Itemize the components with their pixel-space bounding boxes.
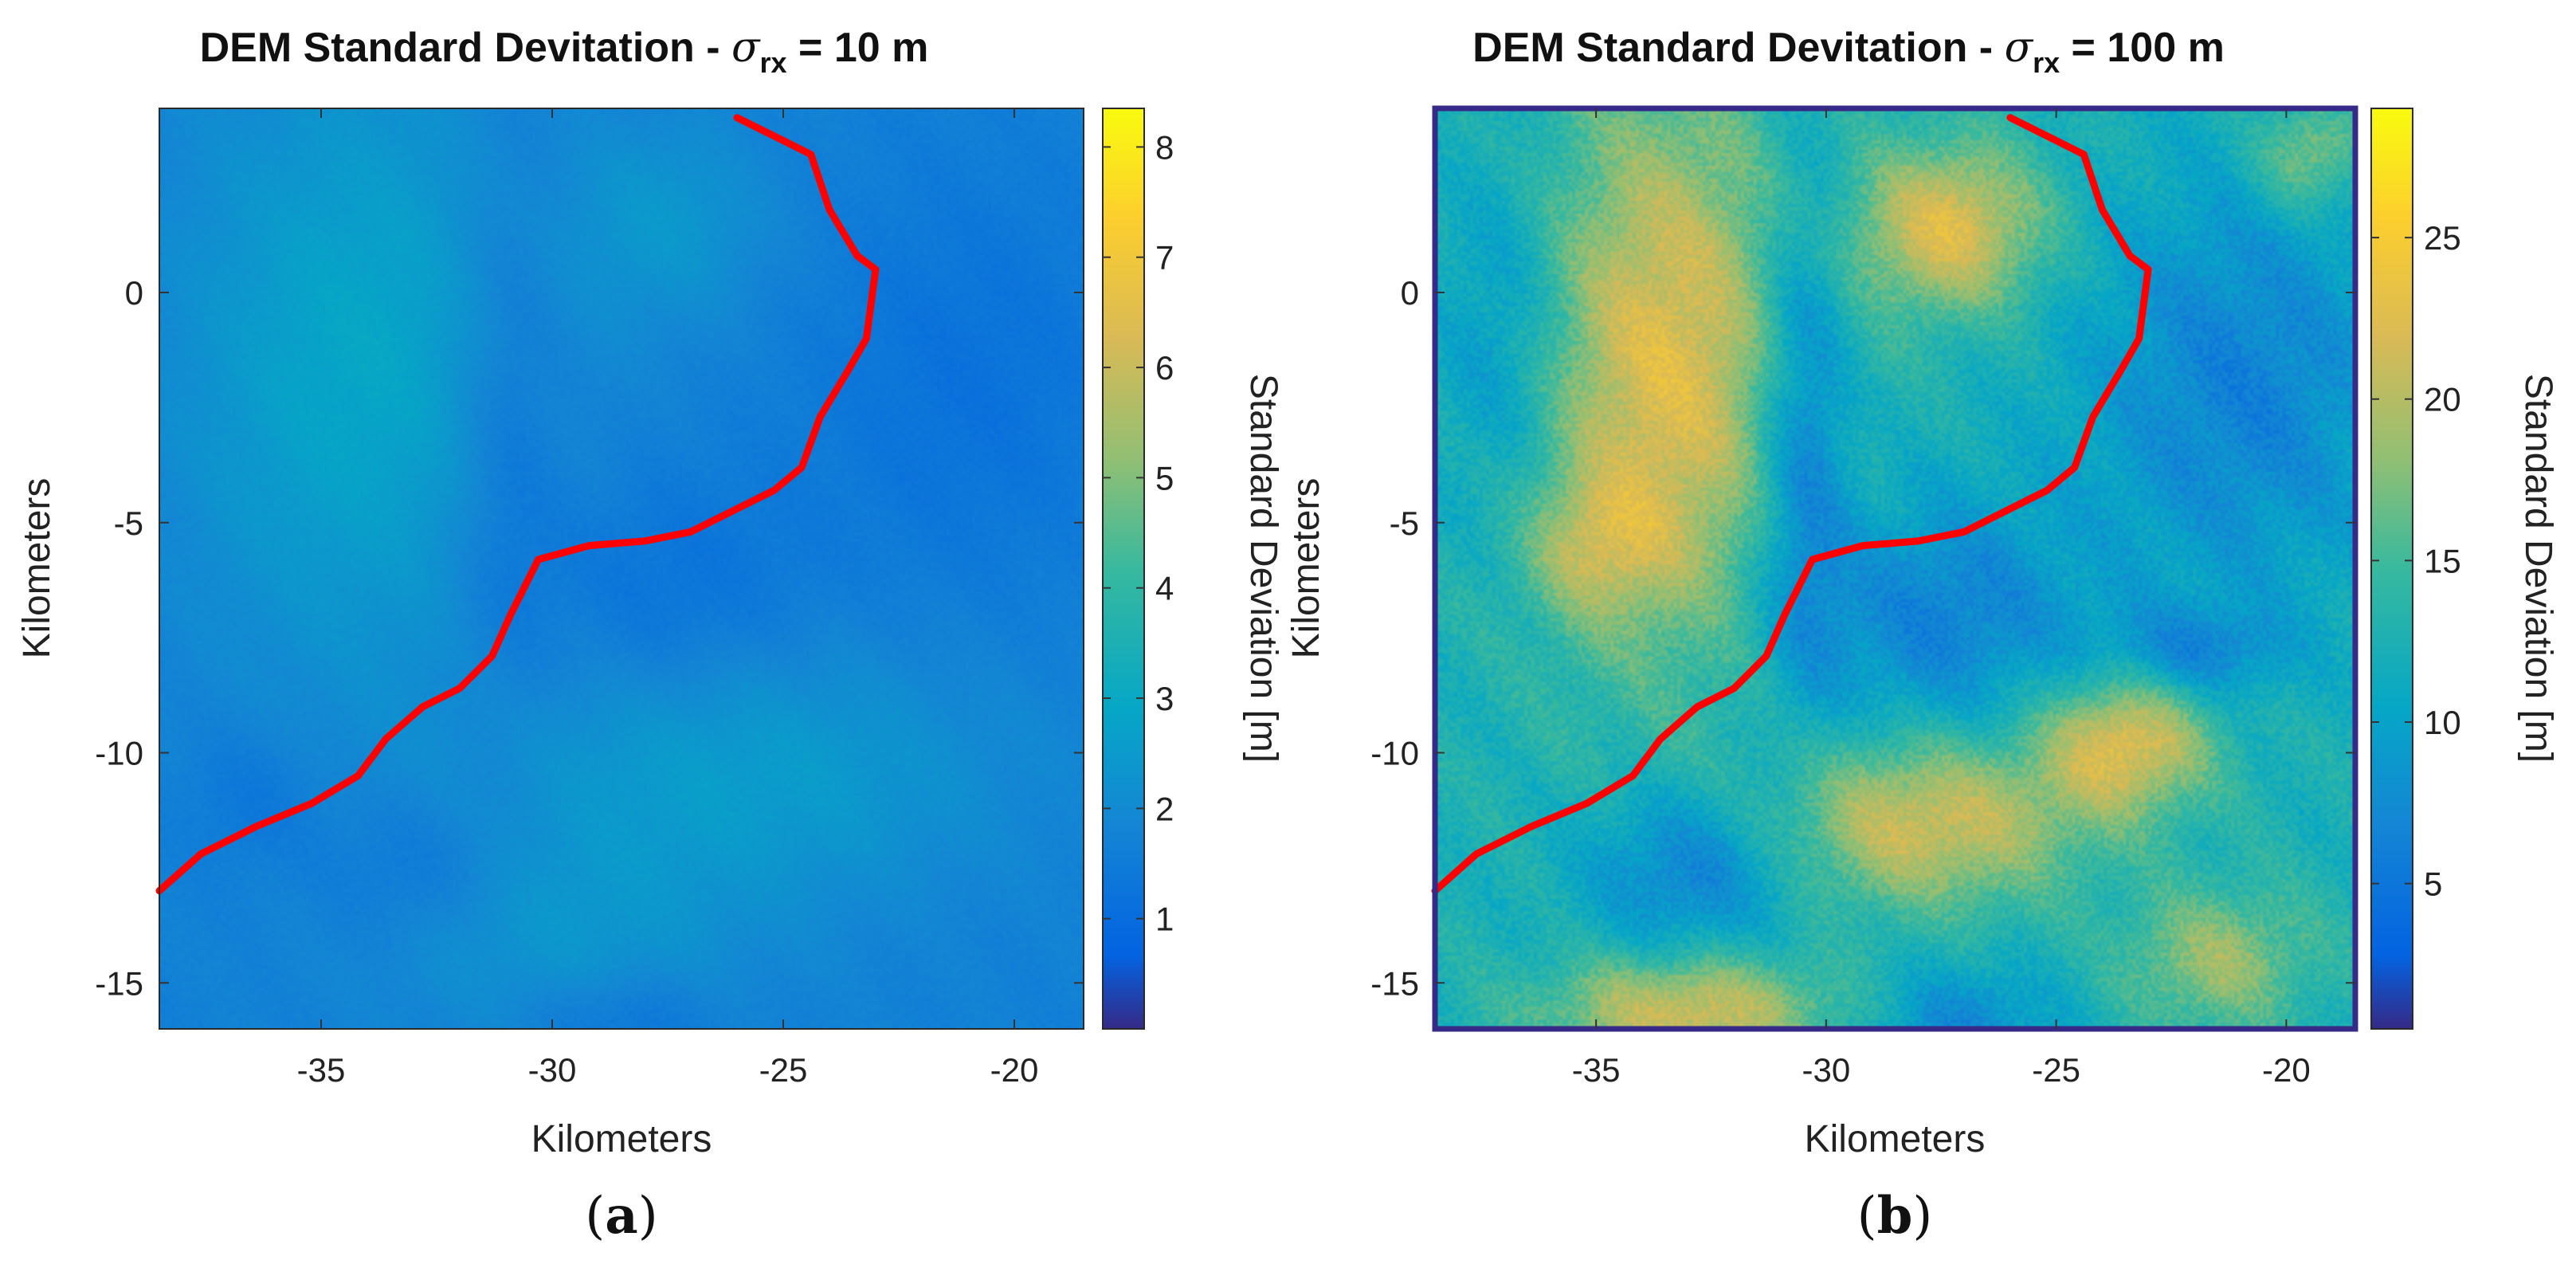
x-tick-label: -25 [2032, 1051, 2080, 1089]
y-tick-label: 0 [1401, 274, 1419, 312]
axes-box [1432, 105, 2358, 1032]
panel-label: (b) [1857, 1186, 1933, 1246]
colorbar-tick-label: 5 [1155, 459, 1174, 497]
y-tick-label: -10 [95, 735, 143, 772]
traverse-path [1431, 114, 2152, 895]
x-tick-label: -20 [990, 1051, 1039, 1089]
x-axis-ticks: -35 -30 -25 -20 [297, 108, 1039, 1089]
heatmap-frame [1435, 108, 2355, 1029]
y-axis-ticks: 0 -5 -10 -15 [1370, 274, 2355, 1002]
colorbar [2370, 108, 2413, 1030]
heatmap-image [159, 108, 1084, 1029]
traverse-path [155, 114, 880, 895]
y-axis-label: Kilometers [16, 478, 58, 659]
panel-b: DEM Standard Devitation - σrx = 100 m -3… [1285, 24, 2559, 1246]
colorbar [1102, 108, 1145, 1030]
colorbar-tick-label: 4 [1155, 570, 1174, 607]
colorbar-tick-label: 6 [1155, 349, 1174, 387]
x-tick-label: -35 [1572, 1051, 1621, 1089]
y-axis-label: Kilometers [1285, 478, 1327, 659]
colorbar-ticks: 5 10 15 20 25 [2371, 219, 2461, 903]
colorbar-tick-label: 1 [1155, 901, 1174, 938]
heatmap-image [1435, 108, 2355, 1029]
panel-label: (a) [585, 1186, 657, 1246]
colorbar-label: Standard Deviation [m] [2517, 374, 2559, 763]
colorbar-tick-label: 8 [1155, 128, 1174, 166]
x-axis-ticks: -35 -30 -25 -20 [1572, 108, 2311, 1089]
colorbar-tick-label: 15 [2424, 542, 2461, 579]
x-tick-label: -20 [2262, 1051, 2311, 1089]
colorbar-tick-label: 3 [1155, 680, 1174, 717]
y-tick-label: -15 [1370, 964, 1419, 1002]
colorbar-ticks: 1 2 3 4 5 6 7 8 [1103, 128, 1174, 938]
x-tick-label: -30 [528, 1051, 577, 1089]
colorbar-tick-label: 20 [2424, 381, 2461, 418]
colorbar-tick-label: 25 [2424, 219, 2461, 257]
sigma-symbol: σ [2005, 24, 2034, 72]
heatmap-frame [159, 108, 1084, 1029]
y-axis-ticks: 0 -5 -10 -15 [95, 274, 1084, 1002]
sigma-symbol: σ [731, 24, 761, 72]
x-axis-label: Kilometers [1805, 1118, 1986, 1160]
y-tick-label: 0 [125, 274, 143, 312]
y-tick-label: -5 [114, 504, 143, 542]
chart-title: DEM Standard Devitation - σrx = 100 m [1472, 24, 2225, 79]
colorbar-tick-label: 5 [2424, 866, 2442, 903]
axes-box [159, 108, 1084, 1030]
x-axis-label: Kilometers [531, 1118, 712, 1160]
y-tick-label: -15 [95, 964, 143, 1002]
colorbar-tick-label: 7 [1155, 239, 1174, 277]
colorbar-tick-label: 10 [2424, 704, 2461, 741]
panel-a: DEM Standard Devitation - σrx = 10 m -35… [16, 24, 1284, 1246]
y-tick-label: -10 [1370, 735, 1419, 772]
colorbar-tick-label: 2 [1155, 790, 1174, 827]
x-tick-label: -25 [759, 1051, 808, 1089]
y-tick-label: -5 [1390, 504, 1419, 542]
x-tick-label: -30 [1802, 1051, 1851, 1089]
chart-title: DEM Standard Devitation - σrx = 10 m [200, 24, 929, 79]
x-tick-label: -35 [297, 1051, 346, 1089]
colorbar-label: Standard Deviation [m] [1242, 374, 1284, 763]
